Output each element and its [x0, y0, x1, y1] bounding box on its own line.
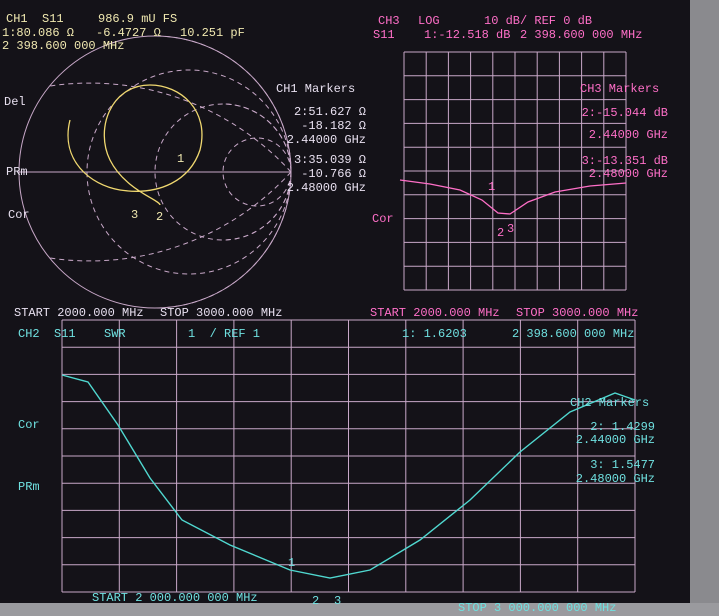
ch1-start: START 2000.000 MHz: [14, 306, 144, 320]
ch2-markers-title: CH2 Markers: [570, 396, 649, 410]
ch1-marker-value: -18.182 Ω: [301, 119, 366, 133]
ch3-marker-value: 2.48000 GHz: [589, 167, 668, 181]
ch3-marker: 1:-12.518 dB: [424, 28, 510, 42]
ch3-format: LOG: [418, 14, 440, 28]
ch2-trace: [61, 374, 636, 579]
trace-marker: 2: [312, 594, 319, 608]
ch1-frequency: 2 398.600 000 MHz: [2, 39, 124, 53]
ch1-stop: STOP 3000.000 MHz: [160, 306, 282, 320]
ch2-marker-value: 2.48000 GHz: [576, 472, 655, 486]
ch2-marker: 1: 1.6203: [402, 327, 467, 341]
ch2-param: S11: [54, 327, 76, 341]
ch3-stop: STOP 3000.000 MHz: [516, 306, 638, 320]
ch1-marker-value: 2.44000 GHz: [287, 133, 366, 147]
ch3-marker-value: 2:-15.044 dB: [582, 106, 668, 120]
ch3-marker-value: 2.44000 GHz: [589, 128, 668, 142]
smith-chart: [18, 35, 292, 309]
ch1-marker: 1:80.086 Ω: [2, 26, 74, 40]
ch3-markers-title: CH3 Markers: [580, 82, 659, 96]
ch1-capacitance: 10.251 pF: [180, 26, 245, 40]
bezel-right: [690, 0, 719, 616]
ch1-scale: 986.9 mU FS: [98, 12, 177, 26]
ch2-grid: [61, 319, 636, 593]
ch3-scale: 10 dB/ REF 0 dB: [484, 14, 592, 28]
ch2-marker-value: 2: 1.4299: [590, 420, 655, 434]
trace-marker: 2: [156, 210, 163, 224]
ch3-marker-value: 3:-13.351 dB: [582, 154, 668, 168]
ch2-marker-value: 2.44000 GHz: [576, 433, 655, 447]
ch1-marker-value: 2.48000 GHz: [287, 181, 366, 195]
trace-marker: 1: [177, 152, 184, 166]
ch1-reactance: -6.4727 Ω: [96, 26, 161, 40]
ch2-marker-value: 3: 1.5477: [590, 458, 655, 472]
ch3-trace: [399, 179, 627, 215]
trace-marker: 3: [131, 208, 138, 222]
ch1-channel: CH1: [6, 12, 28, 26]
ch1-label: PRm: [6, 165, 28, 179]
ch1-marker-value: -10.766 Ω: [301, 167, 366, 181]
ch1-markers-title: CH1 Markers: [276, 82, 355, 96]
ch3-param: S11: [373, 28, 395, 42]
ch2-label: PRm: [18, 480, 40, 494]
trace-marker: 2: [497, 226, 504, 240]
ch3-grid: [403, 51, 627, 291]
ch2-label: Cor: [18, 418, 40, 432]
ch1-param: S11: [42, 12, 64, 26]
smith-trace: [67, 84, 203, 206]
bezel-bottom: [0, 603, 719, 616]
trace-marker: 3: [507, 222, 514, 236]
ch2-scale: 1 / REF 1: [188, 327, 260, 341]
ch2-frequency: 2 398.600 000 MHz: [512, 327, 634, 341]
trace-marker: 1: [288, 556, 295, 570]
ch2-format: SWR: [104, 327, 126, 341]
ch1-label: Del: [4, 95, 26, 109]
trace-marker: 1: [488, 180, 495, 194]
trace-marker: 3: [334, 594, 341, 608]
ch1-marker-value: 2:51.627 Ω: [294, 105, 366, 119]
ch2-channel: CH2: [18, 327, 40, 341]
ch3-frequency: 2 398.600 000 MHz: [520, 28, 642, 42]
ch3-label: Cor: [372, 212, 394, 226]
ch2-start: START 2 000.000 000 MHz: [92, 591, 258, 605]
ch3-start: START 2000.000 MHz: [370, 306, 500, 320]
ch1-marker-value: 3:35.039 Ω: [294, 153, 366, 167]
ch3-channel: CH3: [378, 14, 400, 28]
ch1-label: Cor: [8, 208, 30, 222]
ch2-stop: STOP 3 000.000 000 MHz: [458, 601, 616, 615]
